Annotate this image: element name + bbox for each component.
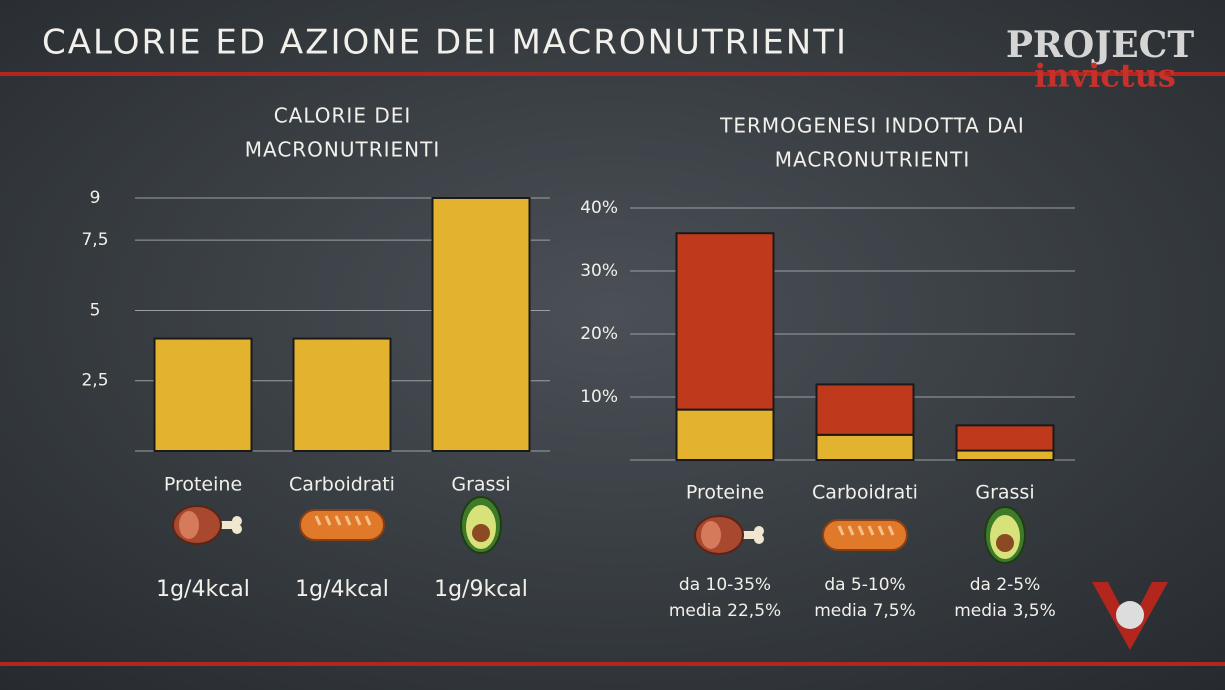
logo-bottom: invictus	[1034, 57, 1176, 95]
bar-segment	[955, 449, 1055, 461]
slash	[887, 525, 895, 536]
slash	[354, 515, 362, 526]
bread-icon	[299, 509, 385, 541]
x-tick-label: Grassi	[451, 474, 510, 496]
x-tick-label: Proteine	[686, 482, 764, 504]
slash	[867, 525, 875, 536]
food-icons	[172, 496, 1026, 564]
chart-title: MACRONUTRIENTI	[245, 138, 441, 162]
slash	[324, 515, 332, 526]
y-tick-label: 20%	[580, 324, 618, 344]
chart-title: CALORIE DEI	[274, 104, 412, 128]
bone	[213, 521, 235, 529]
bone-end	[754, 526, 764, 536]
slash	[877, 525, 885, 536]
meat-cut	[179, 511, 199, 539]
annotation: 1g/4kcal	[295, 577, 389, 602]
annotation: da 10-35%	[679, 575, 771, 595]
y-tick-label: 2,5	[81, 371, 108, 391]
bar-segment	[955, 424, 1055, 452]
y-tick-label: 30%	[580, 261, 618, 281]
loaf	[822, 519, 908, 551]
annotation: da 5-10%	[824, 575, 905, 595]
annotation: media 7,5%	[814, 601, 916, 621]
slash	[847, 525, 855, 536]
meat-icon	[694, 515, 764, 555]
page-title: CALORIE ED AZIONE DEI MACRONUTRIENTI	[42, 23, 848, 63]
bone-end	[232, 516, 242, 526]
bar	[292, 337, 392, 452]
x-tick-label: Proteine	[164, 474, 242, 496]
logo-top: PROJECT	[1006, 24, 1194, 66]
slash	[837, 525, 845, 536]
corner-emblem	[1092, 582, 1168, 650]
bone-end	[754, 534, 764, 544]
x-tick-label: Carboidrati	[812, 482, 918, 504]
avocado-icon	[984, 506, 1026, 564]
meat-cut	[701, 521, 721, 549]
bone-end	[232, 524, 242, 534]
bar-segment	[675, 232, 775, 411]
bar-segment	[675, 408, 775, 462]
x-tick-label: Carboidrati	[289, 474, 395, 496]
y-tick-label: 7,5	[81, 230, 108, 250]
avocado-pit	[996, 534, 1014, 552]
slash	[334, 515, 342, 526]
bar-segment	[815, 383, 915, 436]
x-tick-label: Grassi	[975, 482, 1034, 504]
y-tick-label: 5	[90, 300, 101, 320]
bar	[431, 197, 531, 452]
bar-segment	[815, 433, 915, 461]
annotation: media 22,5%	[669, 601, 781, 621]
y-tick-label: 10%	[580, 387, 618, 407]
chart-title: TERMOGENESI INDOTTA DAI	[719, 114, 1025, 138]
y-tick-label: 40%	[580, 198, 618, 218]
meat-icon	[172, 505, 242, 545]
y-tick-label: 9	[90, 188, 101, 208]
annotation: media 3,5%	[954, 601, 1056, 621]
bone	[735, 531, 757, 539]
annotation: 1g/4kcal	[156, 577, 250, 602]
bread-icon	[822, 519, 908, 551]
chart-title: MACRONUTRIENTI	[775, 148, 971, 172]
loaf	[299, 509, 385, 541]
slash	[857, 525, 865, 536]
bar	[153, 337, 253, 452]
slash	[314, 515, 322, 526]
avocado-icon	[460, 496, 502, 554]
slash	[344, 515, 352, 526]
annotation: da 2-5%	[970, 575, 1041, 595]
annotation: 1g/9kcal	[434, 577, 528, 602]
avocado-pit	[472, 524, 490, 542]
slash	[364, 515, 372, 526]
